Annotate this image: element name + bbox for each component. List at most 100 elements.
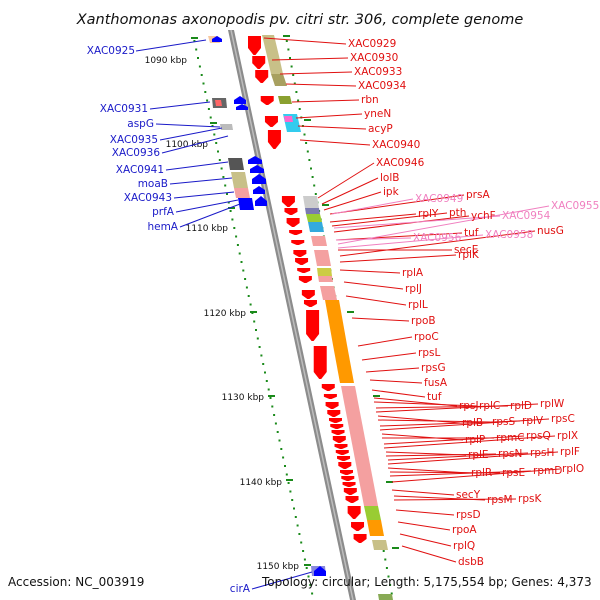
minor-tick [297, 99, 300, 102]
label-leader [317, 162, 375, 199]
gene-label-reverse[interactable]: rplA [402, 267, 424, 279]
gene-label-reverse[interactable]: rplV [522, 415, 544, 427]
gene-label-forward[interactable]: cirA [230, 583, 251, 595]
gene-label-reverse[interactable]: rplP [465, 434, 485, 446]
gene-label-reverse[interactable]: rplX [557, 430, 578, 442]
minor-tick [280, 448, 283, 450]
gene-label-forward[interactable]: hemA [147, 221, 178, 233]
reverse-gene-arrow [323, 394, 337, 399]
gene-label-reverse-light[interactable]: XAC0956 [413, 232, 462, 244]
gene-label-reverse[interactable]: secE [454, 244, 478, 256]
gene-label-reverse-light[interactable]: XAC0954 [502, 210, 551, 222]
gene-label-reverse[interactable]: rplQ [453, 540, 475, 552]
gene-label-reverse[interactable]: rplC [479, 400, 500, 412]
gene-label-reverse[interactable]: rpsN [498, 448, 522, 460]
reverse-gene-arrow [301, 290, 315, 299]
label-leader [285, 83, 357, 87]
label-leader [333, 215, 470, 233]
gene-label-forward[interactable]: XAC0925 [87, 45, 135, 57]
gene-label-reverse[interactable]: rplR [471, 467, 492, 479]
cog-block [278, 96, 292, 104]
gene-label-forward[interactable]: XAC0931 [100, 103, 148, 115]
gene-label-reverse[interactable]: rpoC [414, 331, 439, 343]
gene-label-forward[interactable]: XAC0935 [110, 134, 158, 146]
gene-label-forward[interactable]: moaB [138, 178, 168, 190]
cog-block [238, 198, 254, 210]
gene-label-reverse-light[interactable]: XAC0958 [485, 229, 533, 241]
gene-label-reverse[interactable]: rplJ [405, 283, 422, 295]
gene-label-reverse[interactable]: rplY [418, 208, 439, 220]
gene-label-reverse[interactable]: rplF [560, 446, 580, 458]
gene-label-reverse[interactable]: rplL [408, 299, 428, 311]
reverse-gene-arrow [343, 488, 357, 495]
reverse-gene-arrow [293, 250, 307, 257]
gene-label-forward[interactable]: prfA [152, 206, 175, 218]
gene-label-reverse-light[interactable]: XAC0949 [415, 193, 463, 205]
gene-label-reverse[interactable]: lolB [380, 172, 399, 184]
gene-label-reverse[interactable]: rpsS [492, 416, 515, 428]
minor-tick [305, 142, 308, 144]
reverse-gene-arrow [341, 476, 355, 481]
gene-label-reverse[interactable]: ipk [383, 186, 400, 198]
gene-label-reverse[interactable]: rpsC [551, 413, 575, 425]
gene-label-reverse[interactable]: nusG [537, 225, 564, 237]
gene-label-reverse-light[interactable]: XAC0955 [551, 200, 599, 212]
label-leader [345, 295, 407, 306]
reverse-gene-arrow [252, 56, 266, 69]
gene-label-reverse[interactable]: rplK [458, 249, 480, 261]
gene-label-reverse[interactable]: tuf [464, 227, 479, 239]
gene-label-reverse[interactable]: rbn [361, 94, 379, 106]
gene-label-reverse[interactable]: acyP [368, 123, 393, 135]
gene-label-reverse[interactable]: rpsL [418, 347, 440, 359]
minor-tick [285, 40, 288, 42]
gene-label-forward[interactable]: XAC0936 [112, 147, 161, 159]
label-leader [365, 367, 420, 373]
gene-label-reverse[interactable]: rpsG [421, 362, 446, 374]
minor-tick [245, 286, 248, 289]
gene-label-reverse[interactable]: rpsM [487, 494, 513, 506]
gene-label-reverse[interactable]: rpsQ [526, 430, 551, 442]
gene-label-reverse[interactable]: rpsJ [459, 400, 479, 412]
gene-label-reverse[interactable]: rpsK [518, 493, 542, 505]
gene-label-reverse[interactable]: dsbB [458, 556, 484, 568]
cog-block [220, 124, 233, 130]
gene-label-reverse[interactable]: XAC0930 [350, 52, 398, 64]
gene-label-forward[interactable]: XAC0941 [116, 164, 164, 176]
gene-label-reverse[interactable]: rplW [540, 398, 565, 410]
gene-label-reverse[interactable]: rplO [562, 463, 584, 475]
gene-label-reverse[interactable]: rpoA [452, 524, 477, 536]
gene-label-reverse[interactable]: XAC0929 [348, 38, 396, 50]
gene-label-reverse[interactable]: rpsD [456, 509, 481, 521]
reverse-gene-arrow [347, 506, 361, 519]
gene-label-reverse[interactable]: yneN [364, 108, 391, 120]
kbp-label: 1130 kbp [222, 393, 265, 403]
gene-label-reverse[interactable]: rplB [462, 417, 483, 429]
minor-tick [238, 252, 241, 255]
gene-label-reverse[interactable]: XAC0934 [358, 80, 407, 92]
gene-label-reverse[interactable]: prsA [466, 189, 490, 201]
gene-label-reverse[interactable]: rplD [510, 400, 532, 412]
gene-label-reverse[interactable]: pth [449, 207, 466, 219]
gene-label-forward[interactable]: aspG [127, 118, 154, 130]
minor-tick [384, 558, 387, 561]
gene-label-reverse[interactable]: tuf [427, 391, 442, 403]
gene-label-reverse[interactable]: rplE [468, 449, 489, 461]
gene-label-reverse[interactable]: XAC0940 [372, 139, 420, 151]
gene-label-reverse[interactable]: rpmD [533, 465, 562, 477]
forward-gene-arrow [248, 156, 262, 164]
cog-block [341, 386, 358, 402]
gene-label-forward[interactable]: XAC0943 [124, 192, 172, 204]
forward-gene-arrow [255, 196, 267, 206]
gene-label-reverse[interactable]: fusA [424, 377, 448, 389]
gene-label-reverse[interactable]: XAC0933 [354, 66, 402, 78]
gene-label-reverse[interactable]: rpoB [411, 315, 436, 327]
gene-label-reverse[interactable]: rpsH [530, 447, 554, 459]
minor-tick [267, 388, 270, 391]
gene-label-reverse[interactable]: secY [456, 489, 481, 501]
gene-label-reverse[interactable]: rpmC [496, 432, 525, 444]
cog-block [234, 188, 250, 198]
gene-label-reverse[interactable]: rpsE [502, 467, 525, 479]
gene-label-reverse[interactable]: ychF [471, 210, 496, 222]
minor-tick [229, 210, 232, 212]
gene-label-reverse[interactable]: XAC0946 [376, 157, 425, 169]
